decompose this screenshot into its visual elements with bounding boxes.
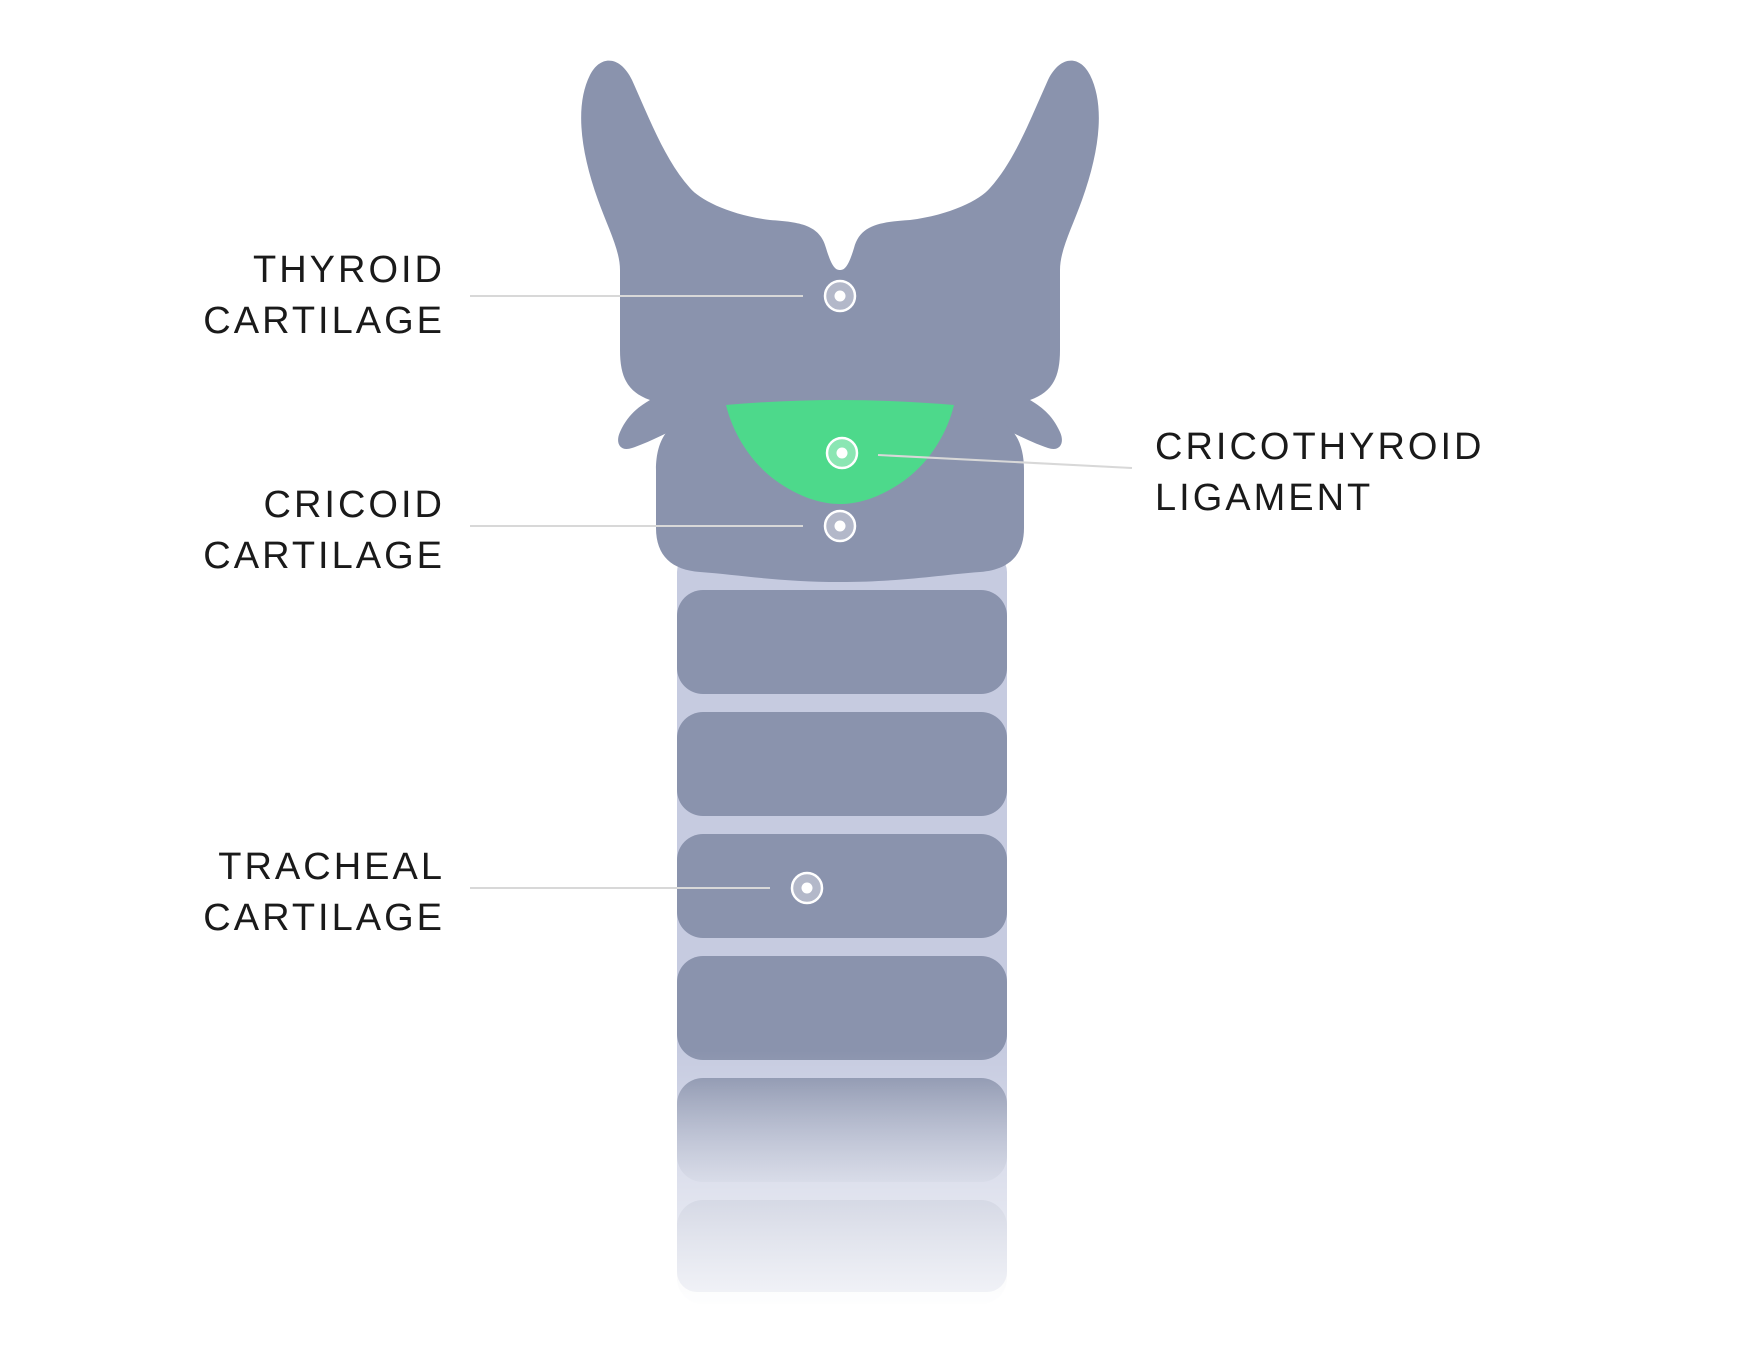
anatomy-diagram: THYROID CARTILAGE CRICOID CARTILAGE TRAC… xyxy=(0,0,1738,1366)
cricoid-marker xyxy=(825,511,855,541)
label-line: THYROID xyxy=(203,245,445,296)
tracheal-cartilage-label: TRACHEAL CARTILAGE xyxy=(203,842,445,945)
label-line: CRICOID xyxy=(203,480,445,531)
label-line: CRICOTHYROID xyxy=(1155,422,1484,473)
label-line: TRACHEAL xyxy=(203,842,445,893)
cricoid-cartilage-label: CRICOID CARTILAGE xyxy=(203,480,445,583)
cricothyroid-marker xyxy=(827,438,857,468)
tracheal-marker xyxy=(792,873,822,903)
thyroid-cartilage-shape xyxy=(581,61,1099,449)
label-line: CARTILAGE xyxy=(203,296,445,347)
diagram-svg xyxy=(0,0,1738,1366)
label-line: CARTILAGE xyxy=(203,531,445,582)
label-line: CARTILAGE xyxy=(203,893,445,944)
label-line: LIGAMENT xyxy=(1155,473,1484,524)
cricothyroid-ligament-label: CRICOTHYROID LIGAMENT xyxy=(1155,422,1484,525)
thyroid-cartilage-label: THYROID CARTILAGE xyxy=(203,245,445,348)
bottom-fade xyxy=(600,1050,1100,1366)
thyroid-marker xyxy=(825,281,855,311)
